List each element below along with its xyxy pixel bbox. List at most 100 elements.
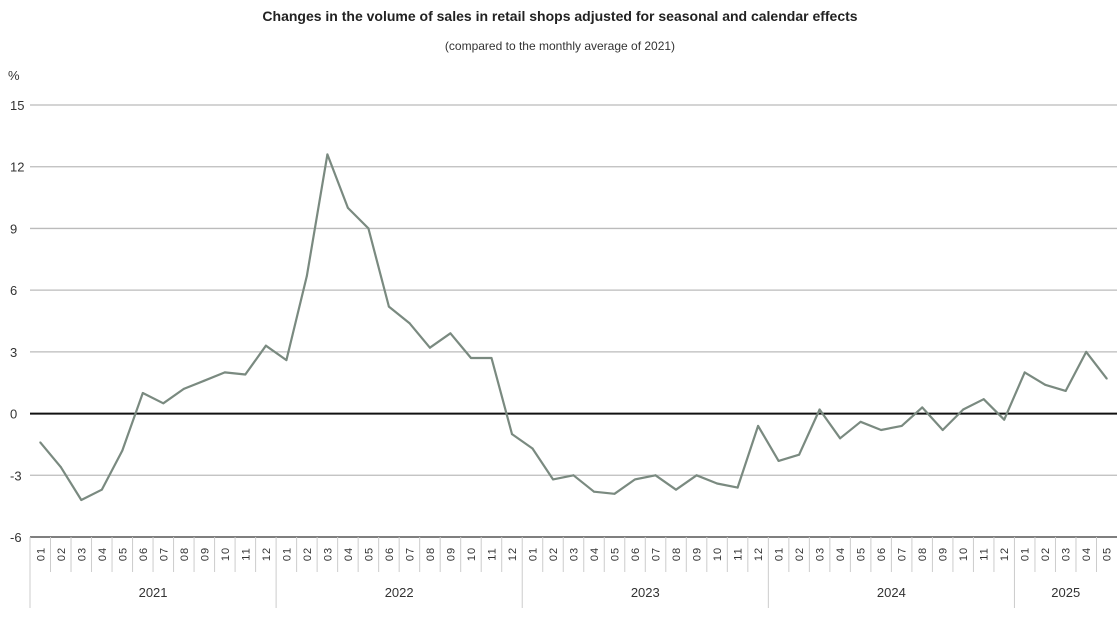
data-point[interactable] bbox=[551, 478, 554, 481]
data-point[interactable] bbox=[59, 466, 62, 469]
year-label: 2025 bbox=[1051, 585, 1080, 600]
year-label: 2023 bbox=[631, 585, 660, 600]
data-point[interactable] bbox=[449, 332, 452, 335]
data-point[interactable] bbox=[80, 498, 83, 501]
data-point[interactable] bbox=[428, 346, 431, 349]
data-point[interactable] bbox=[408, 322, 411, 325]
x-tick-label: 06 bbox=[384, 547, 396, 561]
x-tick-label: 09 bbox=[692, 547, 704, 561]
x-tick-label: 04 bbox=[97, 547, 109, 561]
data-point[interactable] bbox=[1023, 371, 1026, 374]
data-point[interactable] bbox=[736, 486, 739, 489]
data-point[interactable] bbox=[531, 447, 534, 450]
data-point[interactable] bbox=[613, 492, 616, 495]
x-tick-label: 12 bbox=[261, 547, 273, 561]
data-point[interactable] bbox=[162, 402, 165, 405]
x-tick-label: 02 bbox=[56, 547, 68, 561]
data-point[interactable] bbox=[490, 357, 493, 360]
data-point[interactable] bbox=[962, 408, 965, 411]
data-point[interactable] bbox=[39, 441, 42, 444]
data-point[interactable] bbox=[367, 227, 370, 230]
x-tick-label: 09 bbox=[199, 547, 211, 561]
y-tick-label: 12 bbox=[10, 160, 24, 175]
data-point[interactable] bbox=[757, 424, 760, 427]
x-tick-label: 03 bbox=[322, 547, 334, 561]
data-point[interactable] bbox=[1064, 389, 1067, 392]
year-label: 2021 bbox=[139, 585, 168, 600]
data-point[interactable] bbox=[675, 488, 678, 491]
data-point[interactable] bbox=[634, 478, 637, 481]
data-point[interactable] bbox=[203, 379, 206, 382]
data-point[interactable] bbox=[387, 305, 390, 308]
data-point[interactable] bbox=[654, 474, 657, 477]
x-tick-label: 04 bbox=[835, 547, 847, 561]
x-tick-label: 11 bbox=[486, 547, 498, 560]
data-point[interactable] bbox=[716, 482, 719, 485]
x-tick-label: 02 bbox=[548, 547, 560, 561]
data-point[interactable] bbox=[839, 437, 842, 440]
x-tick-label: 07 bbox=[651, 547, 663, 561]
data-point[interactable] bbox=[798, 453, 801, 456]
x-tick-label: 08 bbox=[179, 547, 191, 561]
data-point[interactable] bbox=[941, 429, 944, 432]
data-point[interactable] bbox=[1085, 350, 1088, 353]
x-tick-label: 09 bbox=[445, 547, 457, 561]
data-point[interactable] bbox=[141, 392, 144, 394]
data-point[interactable] bbox=[859, 420, 862, 423]
x-tick-label: 07 bbox=[404, 547, 416, 561]
x-tick-label: 10 bbox=[220, 547, 232, 561]
data-point[interactable] bbox=[695, 474, 698, 477]
data-point[interactable] bbox=[1044, 383, 1047, 386]
data-point[interactable] bbox=[182, 387, 185, 390]
data-point[interactable] bbox=[285, 359, 288, 362]
x-tick-label: 10 bbox=[958, 547, 970, 561]
x-tick-label: 04 bbox=[343, 547, 355, 561]
x-tick-label: 05 bbox=[856, 547, 868, 561]
data-point[interactable] bbox=[510, 433, 513, 436]
x-tick-label: 08 bbox=[917, 547, 929, 561]
y-tick-label: -3 bbox=[10, 468, 22, 483]
data-point[interactable] bbox=[1105, 377, 1108, 380]
data-point[interactable] bbox=[593, 490, 596, 493]
data-point[interactable] bbox=[326, 153, 329, 156]
year-label: 2022 bbox=[385, 585, 414, 600]
data-point[interactable] bbox=[921, 406, 924, 409]
data-point[interactable] bbox=[346, 206, 349, 209]
x-tick-label: 02 bbox=[794, 547, 806, 561]
x-tick-label: 11 bbox=[979, 547, 991, 560]
data-point[interactable] bbox=[572, 474, 575, 477]
data-point[interactable] bbox=[264, 344, 267, 347]
x-tick-label: 11 bbox=[240, 547, 252, 560]
x-tick-label: 10 bbox=[466, 547, 478, 561]
data-point[interactable] bbox=[880, 429, 883, 432]
data-point[interactable] bbox=[121, 449, 124, 452]
data-point[interactable] bbox=[818, 408, 821, 411]
x-tick-label: 05 bbox=[363, 547, 375, 561]
x-tick-label: 01 bbox=[35, 547, 47, 561]
x-tick-label: 06 bbox=[138, 547, 150, 561]
data-point[interactable] bbox=[244, 373, 247, 376]
y-axis-label: % bbox=[8, 68, 20, 83]
data-point[interactable] bbox=[982, 398, 985, 401]
data-point[interactable] bbox=[777, 459, 780, 462]
y-tick-label: 0 bbox=[10, 407, 17, 422]
x-tick-label: 04 bbox=[589, 547, 601, 561]
x-tick-label: 10 bbox=[712, 547, 724, 561]
series-line bbox=[39, 153, 1108, 502]
data-point[interactable] bbox=[305, 274, 308, 277]
data-point[interactable] bbox=[900, 424, 903, 427]
chart-subtitle: (compared to the monthly average of 2021… bbox=[445, 39, 675, 53]
x-tick-label: 05 bbox=[1102, 547, 1114, 561]
x-tick-label: 03 bbox=[76, 547, 88, 561]
x-tick-label: 08 bbox=[425, 547, 437, 561]
x-tick-label: 05 bbox=[610, 547, 622, 561]
data-point[interactable] bbox=[469, 357, 472, 360]
data-point[interactable] bbox=[1003, 418, 1006, 421]
data-point[interactable] bbox=[223, 371, 226, 374]
data-point[interactable] bbox=[100, 488, 103, 491]
x-tick-label: 06 bbox=[630, 547, 642, 561]
x-tick-label: 07 bbox=[897, 547, 909, 561]
x-tick-label: 01 bbox=[281, 547, 293, 561]
x-tick-label: 03 bbox=[569, 547, 581, 561]
